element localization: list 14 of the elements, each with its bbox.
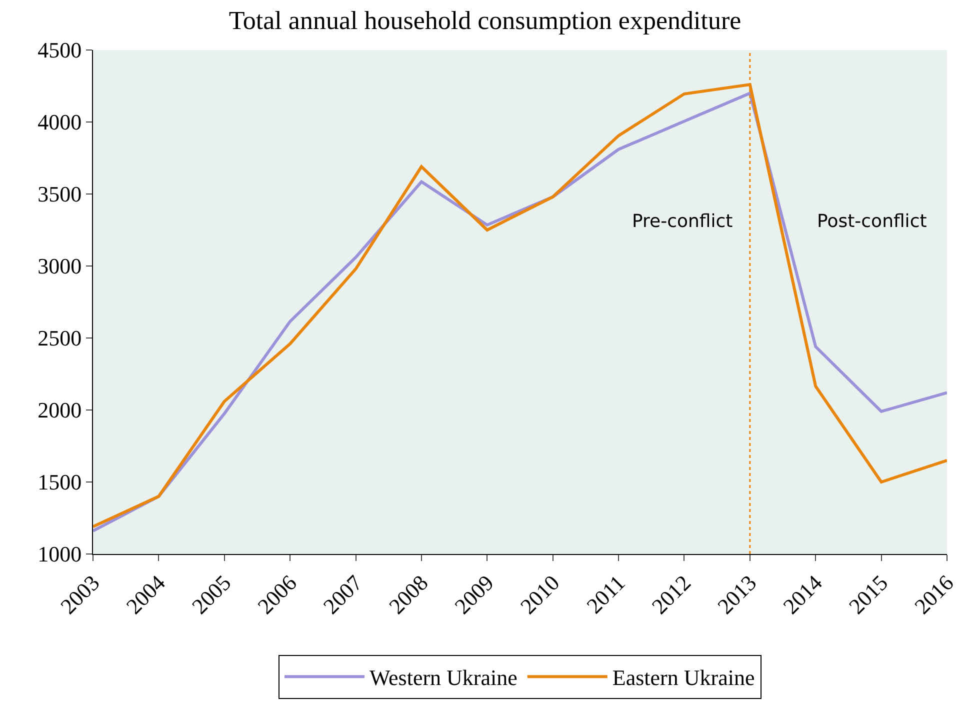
y-tick-label: 1500 (38, 470, 82, 495)
x-tick-label: 2011 (582, 570, 630, 618)
y-tick-label: 3500 (38, 182, 82, 207)
annotation: Pre-conflict (632, 211, 733, 232)
y-tick-label: 4500 (38, 38, 82, 63)
y-tick-label: 2000 (38, 398, 82, 423)
annotation: Post-conflict (817, 211, 927, 232)
y-tick-label: 2500 (38, 326, 82, 351)
y-tick-label: 1000 (38, 542, 82, 567)
legend-label: Western Ukraine (370, 665, 518, 690)
legend-label: Eastern Ukraine (612, 665, 755, 690)
y-tick-label: 4000 (38, 110, 82, 135)
chart-title: Total annual household consumption expenditure (228, 6, 742, 35)
y-tick-label: 3000 (38, 254, 82, 279)
